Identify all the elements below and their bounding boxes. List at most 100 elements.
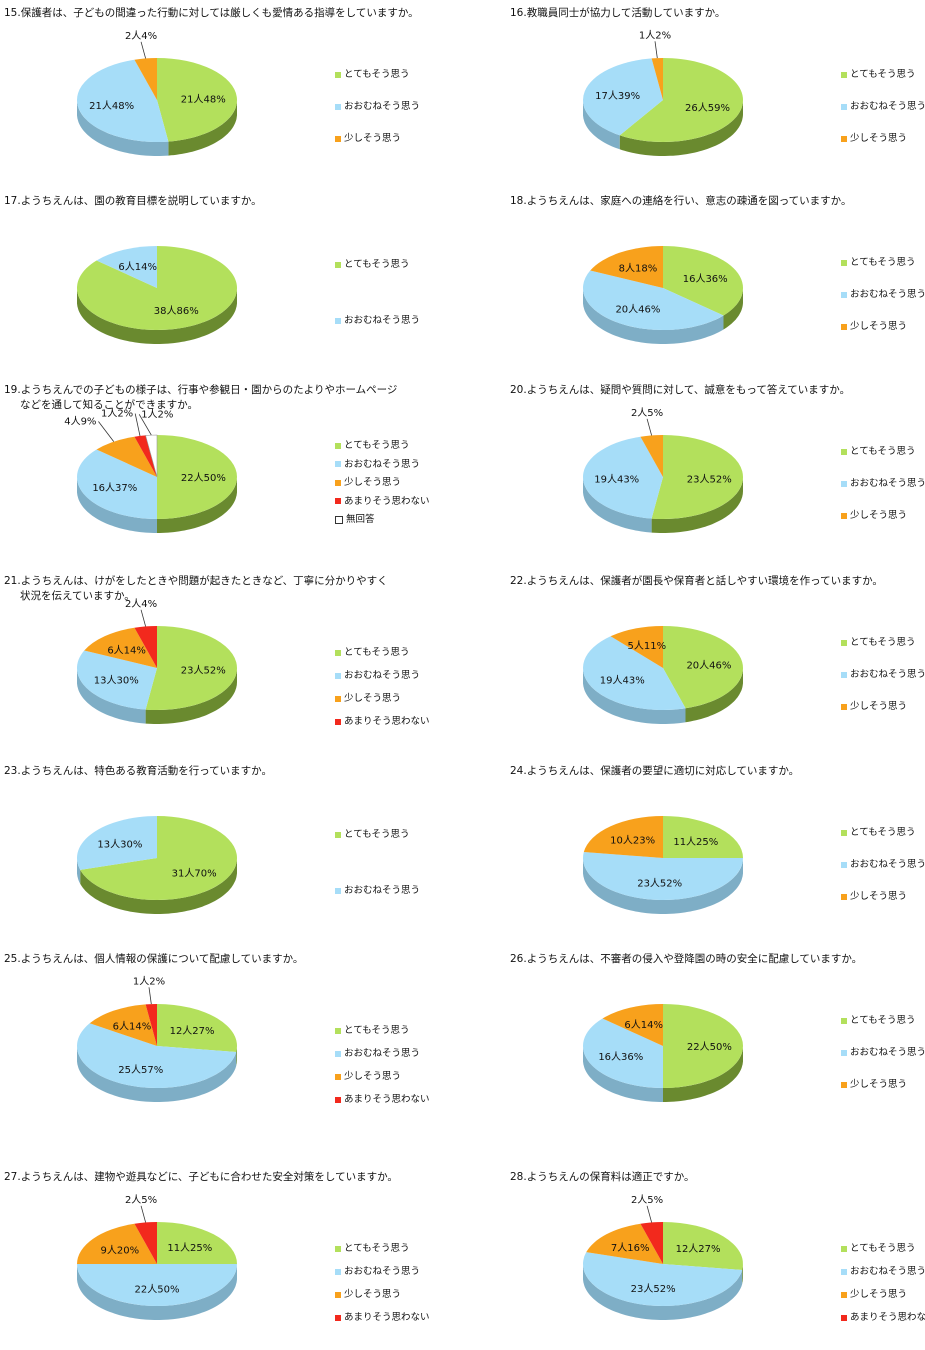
legend-label: とてもそう思う (344, 829, 410, 840)
legend-item: 少しそう思う (335, 690, 401, 704)
legend-swatch (841, 71, 847, 78)
legend-item: 少しそう思う (841, 888, 907, 902)
data-label: 23人52% (181, 665, 226, 677)
legend-item: とてもそう思う (841, 1240, 916, 1254)
legend-label: あまりそう思わない (344, 1312, 430, 1323)
pie-chart-15: 15.保護者は、子どもの間違った行動に対しては厳しくも愛情ある指導をしていますか… (0, 0, 462, 188)
data-label: 10人23% (610, 835, 655, 847)
legend-item: 少しそう思う (335, 474, 401, 488)
legend-item: 少しそう思う (841, 1286, 907, 1300)
pie-slice (77, 816, 157, 870)
legend-swatch (335, 261, 341, 268)
data-label: 21人48% (181, 93, 226, 105)
legend-swatch (841, 703, 847, 710)
legend-item: とてもそう思う (335, 1240, 410, 1254)
pie-slice (663, 1222, 743, 1270)
data-label: 19人43% (594, 474, 639, 486)
pie-slice (134, 1222, 157, 1264)
legend-item: 少しそう思う (841, 130, 907, 144)
pie-chart-17: 17.ようちえんは、園の教育目標を説明していますか。 38人86% 6人14% とても… (0, 188, 462, 376)
pie-chart-25: 25.ようちえんは、個人情報の保護について配慮していますか。 25人57% 12人2… (0, 946, 462, 1134)
data-label: 6人14% (107, 645, 146, 657)
pie-slice (77, 1264, 237, 1306)
data-label: 13人30% (94, 675, 139, 687)
legend-label: おおむねそう思う (850, 1266, 925, 1277)
chart-title: 21.ようちえんは、けがをしたときや問題が起きたときなど、丁寧に分かりやすく (4, 575, 388, 587)
legend-item: おおむねそう思う (335, 456, 420, 470)
pie-slice-side (157, 477, 237, 533)
legend-swatch (335, 498, 341, 504)
legend-label: とてもそう思う (850, 637, 916, 648)
pie-slice (77, 449, 157, 519)
pie-chart-22: 22.ようちえんは、保護者が園長や保育者と話しやすい環境を作っていますか。 20人… (506, 568, 925, 756)
leader-line (138, 414, 152, 436)
legend-swatch (335, 1073, 341, 1080)
legend-label: おおむねそう思う (344, 1048, 421, 1059)
pie-slice (663, 816, 743, 858)
legend-swatch (841, 323, 847, 330)
pie-slice (157, 58, 238, 142)
pie-slice (583, 436, 663, 519)
legend-item: おおむねそう思う (841, 856, 925, 870)
legend-item: とてもそう思う (841, 254, 916, 268)
pie-slice (583, 1252, 743, 1306)
pie-chart-18: 18.ようちえんは、家庭への連絡を行い、意志の疎通を図っていますか。 20人46%… (506, 188, 925, 376)
legend-item: とてもそう思う (335, 437, 410, 451)
data-label: 23人52% (637, 877, 682, 889)
data-label: 5人11% (627, 640, 666, 652)
data-label: 2人5% (631, 1194, 663, 1206)
legend-item: 少しそう思う (335, 1286, 401, 1300)
pie-slice-side (583, 858, 743, 914)
legend-item: おおむねそう思う (841, 1044, 925, 1058)
leader-line (134, 413, 141, 437)
legend-item: おおむねそう思う (335, 312, 420, 326)
pie-slice-side (77, 1046, 237, 1102)
legend-item: おおむねそう思う (335, 1045, 420, 1059)
legend-swatch (335, 135, 341, 142)
pie-slice (76, 650, 157, 710)
legend-item: おおむねそう思う (841, 1263, 925, 1277)
data-label: 1人2% (101, 408, 133, 420)
legend-item: とてもそう思う (335, 66, 410, 80)
legend-swatch (335, 71, 341, 78)
legend-label: おおむねそう思う (850, 101, 925, 112)
data-label: 31人70% (172, 868, 217, 880)
pie-slice (651, 435, 743, 519)
legend-item: あまりそう思わない (841, 1309, 925, 1323)
data-label: 16人36% (683, 273, 728, 285)
leader-line (654, 41, 658, 59)
pie-slice (651, 58, 663, 100)
legend-swatch (335, 317, 341, 324)
pie-slice (145, 1004, 157, 1046)
chart-title: 17.ようちえんは、園の教育目標を説明していますか。 (4, 195, 262, 207)
legend-swatch (841, 135, 847, 142)
legend-swatch (841, 1017, 847, 1024)
pie-slice-side (583, 668, 686, 724)
pie-slice (96, 246, 157, 288)
legend-swatch (335, 1245, 341, 1252)
legend-label: おおむねそう思う (344, 315, 421, 326)
legend-swatch (841, 291, 847, 298)
legend-swatch (335, 1314, 341, 1321)
data-label: 20人46% (686, 660, 731, 672)
chart-title-line2: 状況を伝えていますか。 (20, 590, 135, 602)
pie-slice (89, 1004, 157, 1046)
legend-item: 少しそう思う (335, 130, 401, 144)
data-label: 6人14% (624, 1019, 663, 1031)
legend-swatch (841, 1049, 847, 1056)
data-label: 19人43% (600, 675, 645, 687)
legend-label: とてもそう思う (344, 647, 410, 658)
pie-slice-side (723, 288, 743, 330)
pie-slice-side (145, 668, 237, 724)
pie-slice (134, 435, 157, 477)
legend-label: 少しそう思う (344, 1071, 402, 1082)
legend-swatch (841, 480, 847, 487)
legend-item: おおむねそう思う (335, 882, 420, 896)
chart-title: 20.ようちえんは、疑問や質問に対して、誠意をもって答えていますか。 (510, 384, 851, 396)
legend-item: あまりそう思わない (335, 1309, 430, 1323)
pie-chart-23: 23.ようちえんは、特色ある教育活動を行っていますか。 31人70% 13人30% と… (0, 758, 462, 946)
legend-label: 少しそう思う (850, 1289, 908, 1300)
chart-title: 23.ようちえんは、特色ある教育活動を行っていますか。 (4, 765, 272, 777)
legend-label: 少しそう思う (344, 477, 402, 488)
pie-slice (590, 246, 663, 288)
